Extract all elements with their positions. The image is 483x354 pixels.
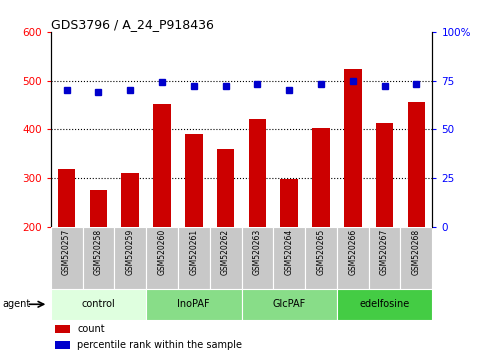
Bar (90, 190, 107, 227)
Bar (55, 341, 70, 349)
Bar (242, 289, 337, 320)
Text: GSM520262: GSM520262 (221, 228, 230, 275)
Text: GSM520257: GSM520257 (62, 228, 71, 275)
Bar (273, 227, 305, 289)
Bar (121, 173, 139, 227)
Bar (146, 289, 242, 320)
Bar (369, 227, 400, 289)
Bar (178, 227, 210, 289)
Bar (55, 325, 70, 333)
Bar (249, 119, 266, 227)
Text: GSM520261: GSM520261 (189, 228, 199, 275)
Bar (242, 227, 273, 289)
Text: control: control (82, 299, 115, 309)
Bar (281, 179, 298, 227)
Text: agent: agent (2, 299, 30, 309)
Text: GlcPAF: GlcPAF (272, 299, 306, 309)
Bar (185, 134, 202, 227)
Text: GDS3796 / A_24_P918436: GDS3796 / A_24_P918436 (51, 18, 213, 31)
Text: GSM520265: GSM520265 (316, 228, 326, 275)
Bar (114, 227, 146, 289)
Bar (146, 227, 178, 289)
Bar (337, 289, 432, 320)
Bar (51, 289, 146, 320)
Bar (337, 227, 369, 289)
Bar (400, 227, 432, 289)
Bar (51, 227, 83, 289)
Text: GSM520263: GSM520263 (253, 228, 262, 275)
Text: percentile rank within the sample: percentile rank within the sample (77, 340, 242, 350)
Bar (153, 104, 171, 227)
Bar (376, 124, 393, 227)
Bar (305, 227, 337, 289)
Text: GSM520259: GSM520259 (126, 228, 135, 275)
Bar (408, 102, 425, 227)
Text: InoPAF: InoPAF (177, 299, 210, 309)
Bar (210, 227, 242, 289)
Text: GSM520267: GSM520267 (380, 228, 389, 275)
Bar (83, 227, 114, 289)
Text: GSM520264: GSM520264 (284, 228, 294, 275)
Text: count: count (77, 325, 105, 335)
Text: GSM520258: GSM520258 (94, 228, 103, 275)
Bar (217, 149, 234, 227)
Bar (312, 128, 330, 227)
Text: edelfosine: edelfosine (359, 299, 410, 309)
Text: GSM520260: GSM520260 (157, 228, 167, 275)
Bar (344, 69, 362, 227)
Bar (58, 169, 75, 227)
Text: GSM520268: GSM520268 (412, 228, 421, 275)
Text: GSM520266: GSM520266 (348, 228, 357, 275)
